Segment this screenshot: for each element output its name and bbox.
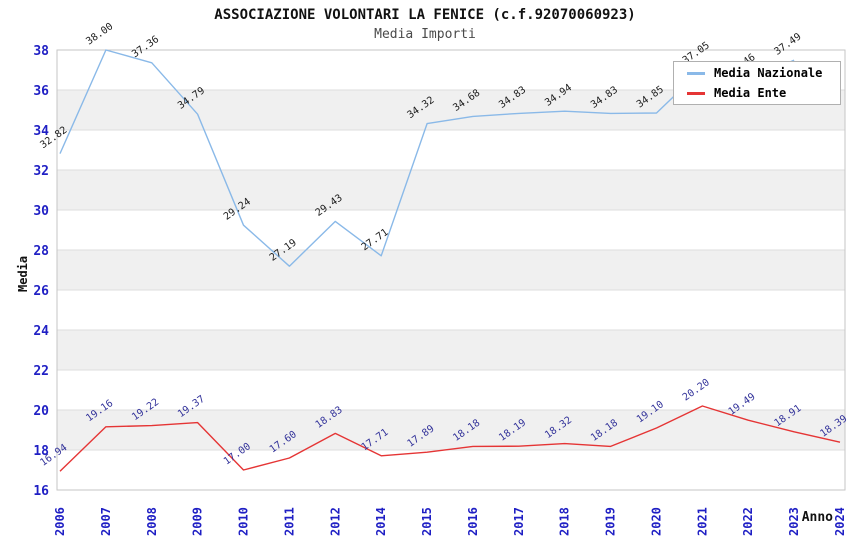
- plot-band: [57, 250, 845, 290]
- x-tick-label: 2020: [649, 507, 663, 536]
- x-tick-label: 2009: [191, 507, 205, 536]
- y-tick-label: 30: [33, 204, 49, 219]
- x-tick-label: 2022: [741, 507, 755, 536]
- x-tick-label: 2010: [237, 507, 251, 536]
- x-tick-label: 2018: [558, 507, 572, 536]
- chart-subtitle: Media Importi: [374, 27, 476, 42]
- plot-band: [57, 410, 845, 450]
- x-tick-label: 2012: [328, 507, 342, 536]
- y-tick-label: 22: [33, 364, 49, 379]
- x-tick-label: 2017: [512, 507, 526, 536]
- legend: Media Nazionale Media Ente: [673, 61, 841, 105]
- x-tick-label: 2007: [99, 507, 113, 536]
- y-tick-label: 26: [33, 284, 49, 299]
- nazionale-line-swatch-icon: [687, 71, 705, 75]
- plot-band: [57, 330, 845, 370]
- x-axis-title: Anno: [802, 510, 833, 525]
- x-tick-label: 2021: [695, 507, 709, 536]
- plot-frame: [56, 49, 846, 491]
- legend-item-ente: Media Ente: [687, 85, 840, 101]
- x-tick-label: 2023: [787, 507, 801, 536]
- chart-title: ASSOCIAZIONE VOLONTARI LA FENICE (c.f.92…: [214, 7, 636, 23]
- x-tick-label: 2024: [833, 507, 847, 536]
- y-tick-label: 32: [33, 164, 49, 179]
- x-tick-label: 2008: [145, 507, 159, 536]
- ente-line-swatch-icon: [687, 91, 705, 95]
- y-tick-label: 34: [33, 124, 49, 139]
- y-tick-label: 24: [33, 324, 49, 339]
- y-tick-label: 28: [33, 244, 49, 259]
- ente-data-label: 20.20: [681, 377, 712, 403]
- x-tick-label: 2006: [53, 507, 67, 536]
- x-tick-label: 2015: [420, 507, 434, 536]
- legend-label-ente: Media Ente: [714, 86, 787, 100]
- nazionale-line: [59, 49, 795, 267]
- legend-label-nazionale: Media Nazionale: [714, 66, 823, 80]
- plot-band: [57, 170, 845, 210]
- x-tick-label: 2016: [466, 507, 480, 536]
- y-tick-label: 38: [33, 44, 49, 59]
- y-tick-label: 20: [33, 404, 49, 419]
- x-tick-label: 2019: [604, 507, 618, 536]
- ente-line: [59, 405, 841, 472]
- y-tick-label: 16: [33, 484, 49, 499]
- y-tick-label: 18: [33, 444, 49, 459]
- y-tick-label: 36: [33, 84, 49, 99]
- legend-item-nazionale: Media Nazionale: [687, 65, 840, 81]
- x-tick-label: 2014: [374, 507, 388, 536]
- x-tick-label: 2011: [282, 507, 296, 536]
- y-axis-title: Media: [16, 256, 30, 292]
